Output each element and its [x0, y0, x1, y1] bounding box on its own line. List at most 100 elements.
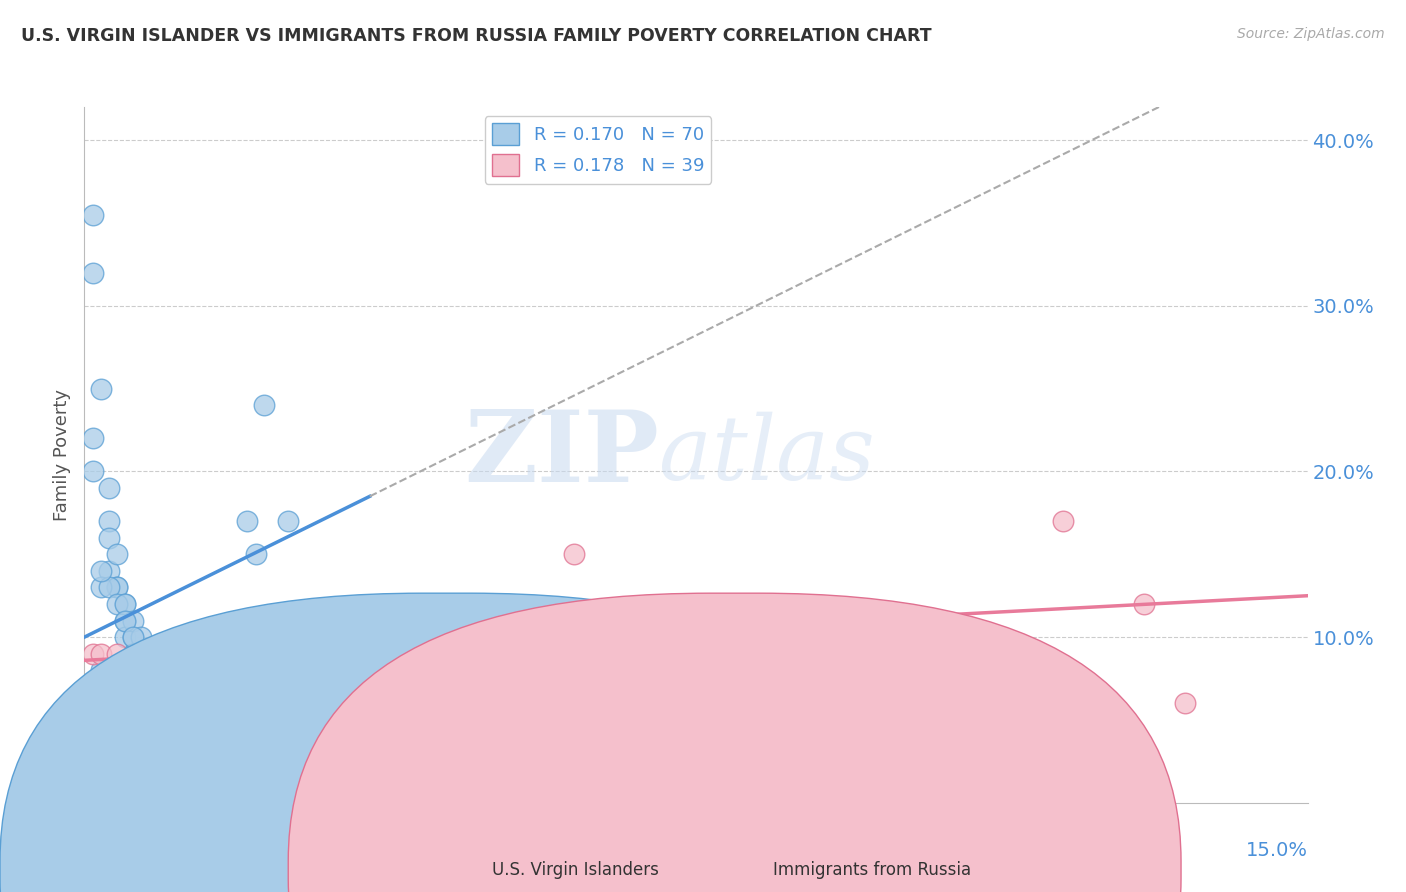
Point — [138, 663, 160, 677]
Point — [131, 663, 153, 677]
Point — [82, 465, 104, 479]
Point — [172, 697, 194, 711]
Point — [146, 680, 169, 694]
Point — [179, 680, 201, 694]
Point — [236, 647, 259, 661]
Point — [277, 647, 299, 661]
Point — [90, 663, 112, 677]
Point — [146, 680, 169, 694]
Point — [146, 663, 169, 677]
Point — [195, 697, 218, 711]
Point — [105, 647, 128, 661]
Point — [90, 581, 112, 595]
Point — [122, 647, 145, 661]
Text: atlas: atlas — [659, 411, 875, 499]
Point — [155, 663, 177, 677]
Text: Immigrants from Russia: Immigrants from Russia — [773, 861, 972, 879]
Point — [138, 663, 160, 677]
Point — [105, 581, 128, 595]
Point — [122, 630, 145, 644]
Point — [82, 266, 104, 280]
Legend: R = 0.170   N = 70, R = 0.178   N = 39: R = 0.170 N = 70, R = 0.178 N = 39 — [485, 116, 711, 184]
Point — [155, 663, 177, 677]
Point — [146, 663, 169, 677]
Point — [172, 647, 194, 661]
Point — [179, 680, 201, 694]
Point — [114, 630, 136, 644]
Point — [236, 514, 259, 528]
Point — [155, 647, 177, 661]
Point — [155, 680, 177, 694]
Point — [122, 663, 145, 677]
Point — [195, 713, 218, 727]
Point — [603, 697, 626, 711]
Point — [131, 647, 153, 661]
Point — [187, 697, 209, 711]
Point — [172, 680, 194, 694]
Point — [179, 697, 201, 711]
Point — [318, 680, 340, 694]
Text: 0.0%: 0.0% — [84, 841, 134, 860]
Point — [245, 547, 267, 561]
Point — [138, 663, 160, 677]
Point — [114, 597, 136, 611]
Point — [97, 663, 120, 677]
Y-axis label: Family Poverty: Family Poverty — [53, 389, 72, 521]
Point — [82, 647, 104, 661]
Point — [195, 697, 218, 711]
Point — [1052, 514, 1074, 528]
Point — [114, 614, 136, 628]
Point — [253, 398, 276, 412]
Text: U.S. Virgin Islanders: U.S. Virgin Islanders — [492, 861, 659, 879]
Point — [179, 663, 201, 677]
Point — [1092, 697, 1115, 711]
Point — [163, 697, 186, 711]
Point — [399, 697, 422, 711]
Point — [725, 697, 748, 711]
Point — [163, 663, 186, 677]
Point — [359, 663, 381, 677]
Point — [97, 481, 120, 495]
Point — [172, 697, 194, 711]
Point — [97, 531, 120, 545]
Point — [97, 763, 120, 777]
Point — [105, 547, 128, 561]
Point — [105, 597, 128, 611]
Point — [685, 647, 707, 661]
Point — [138, 663, 160, 677]
Point — [138, 663, 160, 677]
Point — [131, 630, 153, 644]
Point — [163, 680, 186, 694]
Point — [1133, 597, 1156, 611]
Text: Source: ZipAtlas.com: Source: ZipAtlas.com — [1237, 27, 1385, 41]
Text: 15.0%: 15.0% — [1246, 841, 1308, 860]
Point — [179, 697, 201, 711]
Point — [929, 713, 952, 727]
Point — [131, 647, 153, 661]
Point — [114, 663, 136, 677]
Point — [122, 630, 145, 644]
Point — [122, 647, 145, 661]
Point — [122, 614, 145, 628]
Point — [131, 680, 153, 694]
Point — [97, 564, 120, 578]
Point — [155, 680, 177, 694]
Point — [163, 663, 186, 677]
Point — [90, 564, 112, 578]
Point — [97, 514, 120, 528]
Point — [970, 663, 993, 677]
Point — [82, 431, 104, 445]
Point — [481, 697, 503, 711]
Point — [146, 663, 169, 677]
Point — [889, 697, 911, 711]
Point — [172, 680, 194, 694]
Point — [90, 382, 112, 396]
Point — [131, 647, 153, 661]
Point — [187, 630, 209, 644]
Point — [90, 647, 112, 661]
Point — [440, 647, 463, 661]
Point — [562, 547, 585, 561]
Point — [114, 614, 136, 628]
Point — [277, 514, 299, 528]
Point — [163, 680, 186, 694]
